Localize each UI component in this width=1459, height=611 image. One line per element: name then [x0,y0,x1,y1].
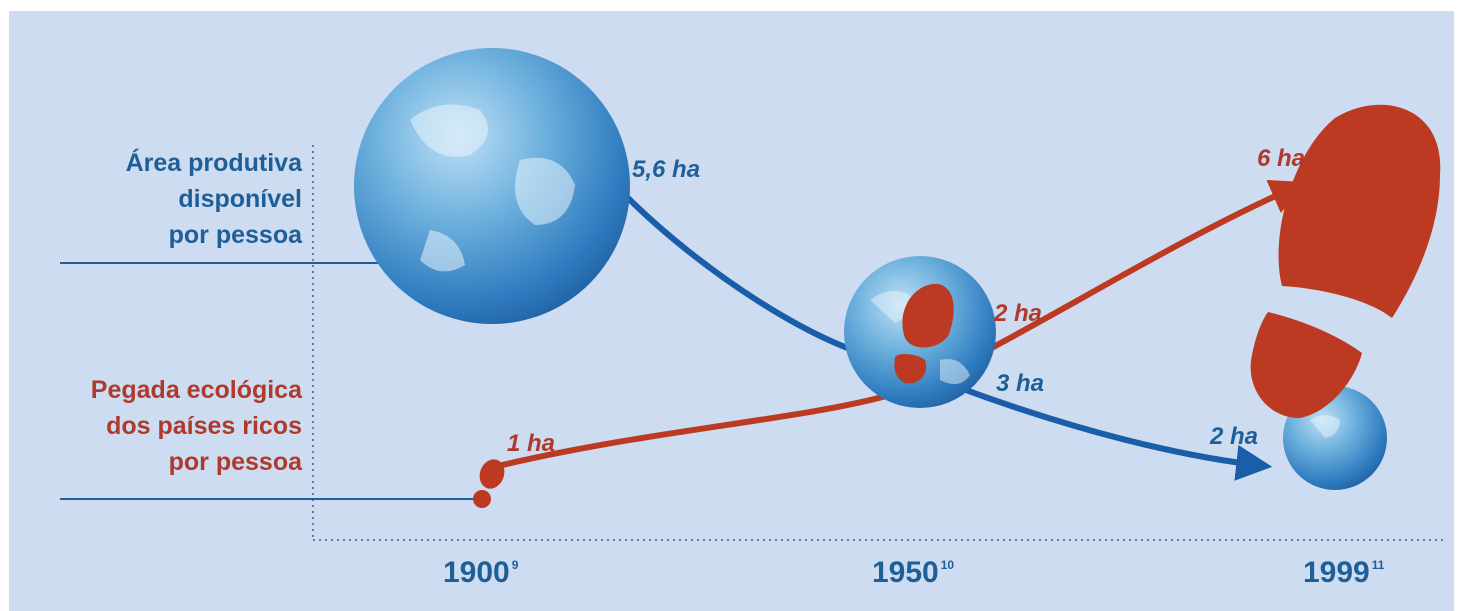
footprint-1900 [473,459,505,508]
footprint-1999 [1250,104,1441,418]
footprint-label-line-3: por pessoa [168,448,302,476]
footprint-1950 [894,283,954,384]
available-area-label-line-3: por pessoa [168,221,302,249]
footprint-label-line-2: dos países ricos [106,412,302,440]
x-tick-1900-note: 9 [511,558,519,572]
x-tick-1950-year: 1950 [872,556,939,589]
footprint-label-line-1: Pegada ecológica [90,376,302,404]
x-tick-1900-year: 1900 [443,556,510,589]
footprint-value-1900: 1 ha [507,430,556,457]
available-area-label: Área produtiva disponível por pessoa [40,145,302,253]
available-area-label-line-2: disponível [178,185,302,213]
x-tick-1950-note: 10 [940,558,955,572]
globe-1900 [354,48,630,324]
available-area-value-1999: 2 ha [1210,423,1259,450]
x-tick-1999-note: 11 [1371,558,1385,572]
x-tick-1900: 1900 9 [443,556,518,590]
footprint-label: Pegada ecológica dos países ricos por pe… [40,372,302,480]
footprint-value-1999: 6 ha [1257,145,1306,172]
x-tick-1999-year: 1999 [1303,556,1370,589]
x-tick-1999: 1999 11 [1303,556,1384,590]
available-area-label-line-1: Área produtiva [125,149,302,177]
footprint-value-1950: 2 ha [994,300,1043,327]
available-area-value-1950: 3 ha [996,370,1045,397]
available-area-value-1900: 5,6 ha [632,156,701,183]
x-tick-1950: 1950 10 [872,556,954,590]
chart-background [9,11,1454,611]
